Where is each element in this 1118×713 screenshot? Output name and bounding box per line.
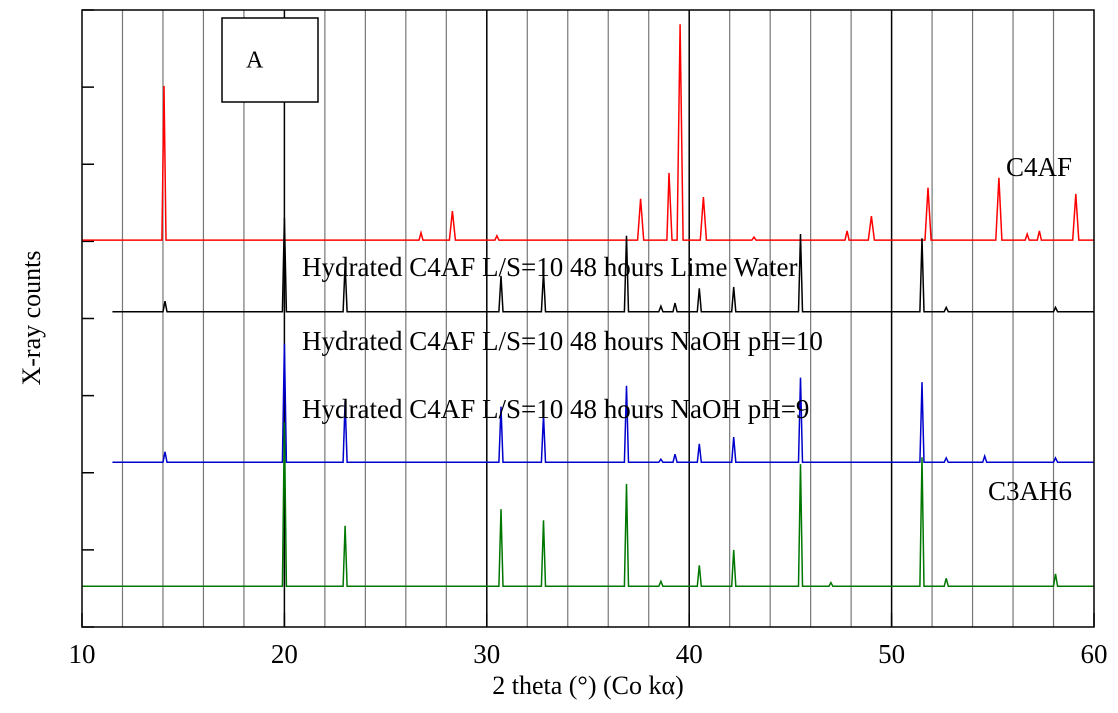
line-series bbox=[82, 422, 1094, 588]
line-series bbox=[82, 24, 1094, 241]
annotation: Hydrated C4AF L/S=10 48 hours NaOH pH=9 bbox=[302, 394, 809, 424]
annotation-box bbox=[221, 17, 319, 103]
annotation: Hydrated C4AF L/S=10 48 hours NaOH pH=10 bbox=[302, 326, 823, 356]
x-tick-label: 10 bbox=[69, 639, 96, 669]
x-tick-label: 60 bbox=[1081, 639, 1108, 669]
annotation: C4AF bbox=[1006, 152, 1072, 182]
line-series bbox=[112, 217, 1094, 313]
x-tick-label: 20 bbox=[271, 639, 298, 669]
x-tick-label: 40 bbox=[676, 639, 703, 669]
annotation: Hydrated C4AF L/S=10 48 hours Lime Water bbox=[302, 252, 798, 282]
x-tick-label: 30 bbox=[473, 639, 500, 669]
line-series bbox=[112, 343, 1094, 464]
x-axis-title: 2 theta (°) (Co kα) bbox=[492, 671, 684, 700]
y-axis-title: X-ray counts bbox=[17, 250, 46, 385]
x-tick-label: 50 bbox=[878, 639, 905, 669]
annotation: A bbox=[246, 48, 264, 74]
plot-frame bbox=[81, 9, 1095, 628]
annotation: C3AH6 bbox=[988, 476, 1072, 506]
